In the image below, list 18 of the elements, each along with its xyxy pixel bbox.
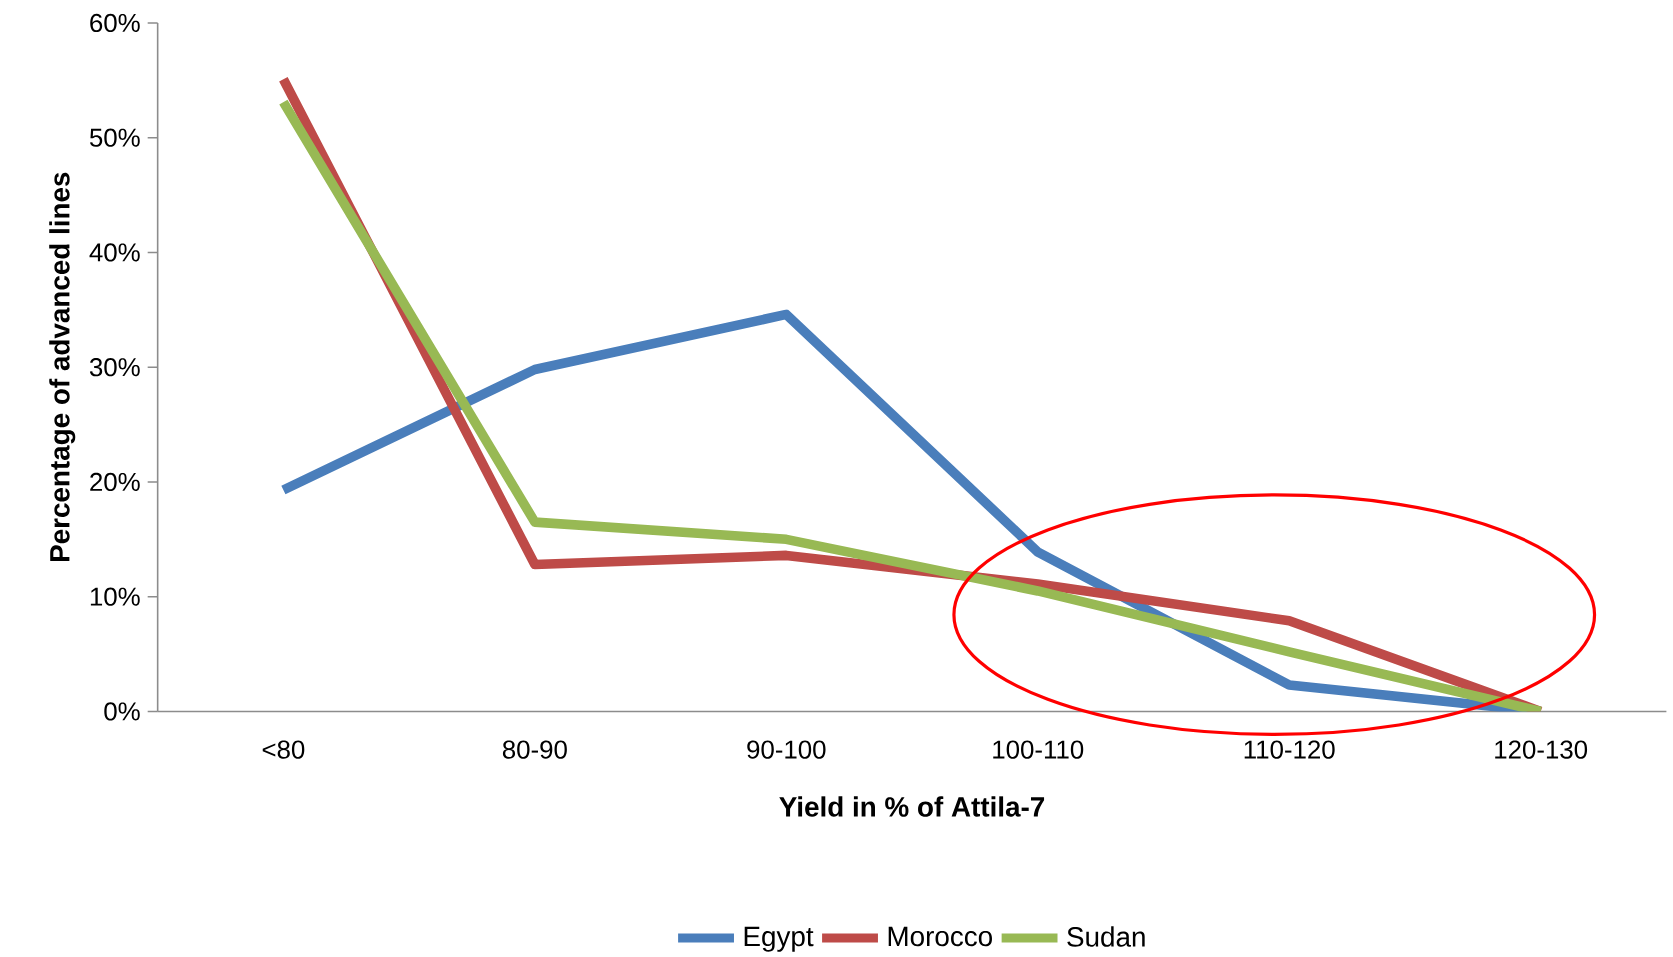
x-tick-label: <80 bbox=[262, 740, 305, 759]
y-tick-label: 40% bbox=[89, 243, 140, 262]
y-tick-label: 50% bbox=[89, 128, 140, 147]
x-tick-label: 90-100 bbox=[747, 740, 826, 759]
x-tick-label: 80-90 bbox=[502, 740, 567, 759]
x-tick-label: 110-120 bbox=[1244, 740, 1335, 759]
legend-label: Morocco bbox=[888, 926, 992, 947]
y-tick-label: 60% bbox=[90, 13, 140, 32]
x-tick-label: 100-110 bbox=[993, 740, 1084, 759]
legend-label: Egypt bbox=[744, 926, 814, 952]
y-tick-label: 0% bbox=[104, 702, 140, 721]
y-tick-label: 30% bbox=[89, 357, 140, 377]
y-tick-label: 20% bbox=[90, 472, 140, 491]
x-axis-title: Yield in % of Attila-7 bbox=[779, 796, 1045, 817]
x-tick-label: 120-130 bbox=[1495, 740, 1588, 759]
y-axis-title: Percentage of advanced lines bbox=[49, 172, 76, 561]
legend-label: Sudan bbox=[1067, 926, 1145, 947]
y-tick-label: 10% bbox=[90, 587, 140, 606]
